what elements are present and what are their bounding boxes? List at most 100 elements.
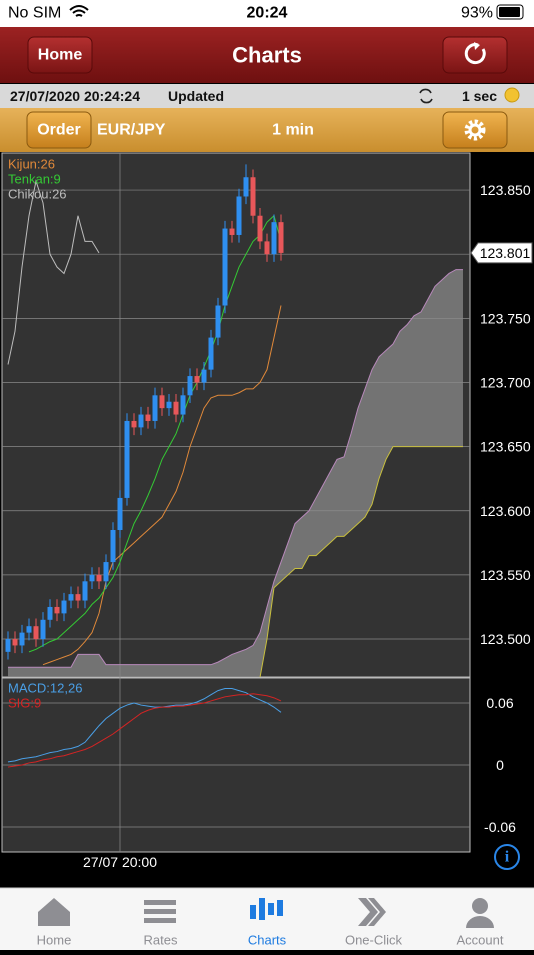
- currency-pair[interactable]: EUR/JPY: [97, 122, 166, 139]
- candle-body: [166, 401, 172, 409]
- order-button[interactable]: [26, 111, 92, 149]
- candle-body: [117, 497, 123, 530]
- refresh-button[interactable]: [442, 36, 508, 74]
- battery-fill: [499, 7, 520, 17]
- indicator-line: [259, 446, 463, 677]
- candle-body: [278, 222, 284, 253]
- y-tick-label: 123.550: [480, 567, 531, 583]
- candle-body: [215, 305, 221, 338]
- indicator-line: [7, 179, 100, 365]
- wifi-icon: [69, 5, 89, 17]
- candle-body: [222, 228, 228, 306]
- gear-icon: [464, 119, 486, 141]
- update-time: 27/07/2020 20:24:24: [10, 88, 140, 104]
- macd-line: [7, 693, 282, 768]
- update-status: Updated: [168, 88, 224, 104]
- refresh-icon: [464, 43, 486, 65]
- candle-body: [19, 632, 25, 646]
- tab-label[interactable]: Account: [457, 933, 504, 948]
- candle-body: [187, 376, 193, 396]
- clock: 20:24: [247, 5, 288, 22]
- candle-body: [201, 369, 207, 383]
- indicator-line: [42, 305, 282, 666]
- tab-label[interactable]: Charts: [248, 933, 287, 948]
- tab-label[interactable]: Home: [37, 933, 72, 948]
- candle-body: [12, 639, 18, 646]
- candle-body: [131, 420, 137, 428]
- candle-body: [250, 177, 256, 216]
- candle-body: [26, 626, 32, 633]
- charts-tab-icon: [250, 898, 283, 920]
- legend-entry: Tenkan:9: [8, 172, 61, 187]
- legend-entry: Chikou:26: [8, 187, 67, 202]
- candle-body: [61, 600, 67, 614]
- candle-body: [103, 562, 109, 582]
- current-price-tag: [470, 242, 533, 264]
- candle-body: [68, 594, 74, 601]
- indicator-line: [8, 269, 463, 668]
- account-tab-icon: [472, 898, 488, 914]
- info-button[interactable]: [494, 844, 520, 870]
- legend-entry: MACD:12,26: [8, 681, 82, 696]
- cloud: [8, 269, 463, 677]
- one-click-tab-icon: [358, 898, 386, 926]
- y-tick-label: -0.06: [484, 819, 516, 835]
- candle-body: [271, 222, 277, 255]
- y-tick-label: 123.600: [480, 503, 531, 519]
- candle-body: [229, 228, 235, 235]
- info-icon: i: [505, 849, 510, 866]
- y-tick-label: 123.850: [480, 182, 531, 198]
- y-tick-label: 123.650: [480, 439, 531, 455]
- candle-body: [33, 626, 39, 640]
- home-button-label: Home: [38, 47, 83, 64]
- candle-body: [75, 594, 81, 601]
- candle-body: [110, 529, 116, 563]
- status-bar: [0, 0, 534, 27]
- candle-body: [194, 376, 200, 383]
- y-tick-label: 123.750: [480, 310, 531, 326]
- x-tick-label: 27/07 20:00: [83, 854, 157, 870]
- candle-body: [180, 395, 186, 415]
- macd-line: [7, 688, 282, 763]
- rates-tab-icon: [144, 900, 176, 923]
- sync-icon: [419, 88, 433, 104]
- candle-body: [96, 574, 102, 582]
- page-title: Charts: [232, 43, 302, 68]
- update-interval: 1 sec: [462, 88, 497, 104]
- home-button[interactable]: [27, 36, 93, 74]
- carrier: No SIM: [8, 5, 61, 22]
- legend-entry: Kijun:26: [8, 157, 55, 172]
- battery-level: 93%: [461, 5, 493, 22]
- candle-body: [159, 395, 165, 409]
- candle-body: [5, 639, 11, 652]
- candle-body: [236, 196, 242, 235]
- candle-body: [138, 414, 144, 428]
- timeframe[interactable]: 1 min: [272, 122, 314, 139]
- indicator-line: [28, 214, 282, 653]
- candle-body: [264, 241, 270, 255]
- home-tab-icon: [38, 898, 70, 926]
- battery-icon: [496, 4, 524, 20]
- tab-label[interactable]: Rates: [144, 933, 178, 948]
- y-tick-label: 0.06: [486, 695, 513, 711]
- tab-label[interactable]: One-Click: [345, 933, 403, 948]
- candle-body: [47, 606, 53, 620]
- y-tick-label: 123.500: [480, 631, 531, 647]
- candle-body: [152, 395, 158, 421]
- settings-button[interactable]: [442, 111, 508, 149]
- status-dot: [504, 87, 520, 103]
- account-tab-body: [466, 916, 494, 928]
- refresh-arrow: [474, 42, 480, 50]
- y-tick-label: 123.700: [480, 374, 531, 390]
- y-tick-label: 0: [496, 757, 504, 773]
- legend-entry: SIG:9: [8, 696, 41, 711]
- info-bar: [0, 84, 534, 108]
- order-button-label: Order: [37, 122, 81, 139]
- candle-body: [82, 581, 88, 601]
- gear-center: [468, 123, 482, 137]
- candle-body: [208, 337, 214, 370]
- candle-body: [40, 619, 46, 640]
- candle-body: [124, 420, 130, 498]
- candle-body: [145, 414, 151, 421]
